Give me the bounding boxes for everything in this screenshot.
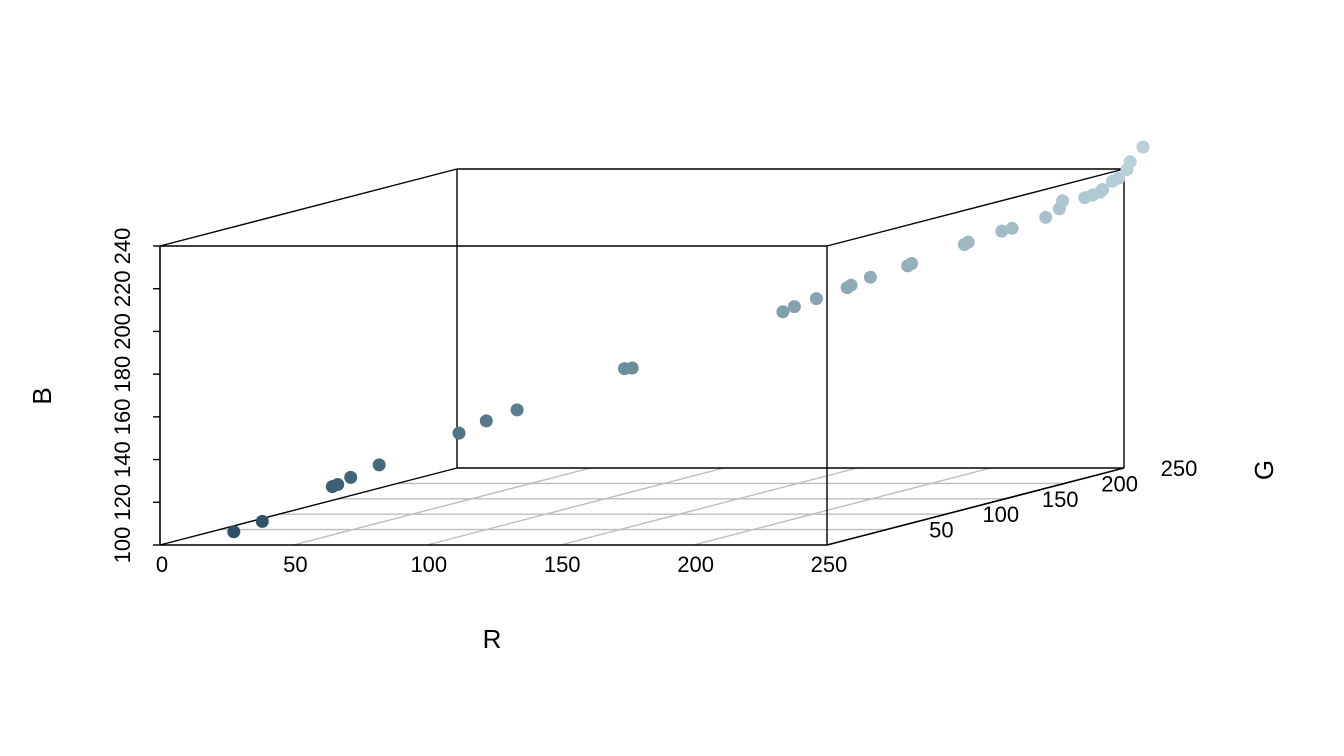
x-tick-label: 0 [156, 552, 168, 577]
z-tick-label: 200 [110, 313, 135, 350]
axes [153, 245, 1125, 546]
x-axis-title: R [483, 624, 502, 654]
y-tick-label: 100 [982, 502, 1019, 527]
grid-line-x [293, 467, 591, 546]
data-point [995, 224, 1009, 238]
data-points [227, 140, 1150, 539]
data-point [1039, 210, 1053, 224]
data-point [1112, 171, 1126, 185]
z-tick-label: 100 [110, 527, 135, 564]
data-point [905, 257, 919, 270]
data-point [479, 414, 493, 428]
box-edge [159, 168, 458, 247]
data-point [625, 361, 639, 375]
tick-labels: 0 50 100 150 200 250 50 100 150 200 250 100 120 140 16… [110, 228, 1198, 577]
data-point [372, 458, 386, 472]
grid-line-x [693, 467, 991, 546]
data-point [863, 270, 877, 284]
data-point [961, 235, 975, 249]
plot-box [159, 168, 1125, 546]
data-point [844, 278, 858, 292]
data-point [227, 525, 241, 539]
z-tick-label: 160 [110, 398, 135, 435]
grid-line-x [426, 467, 724, 546]
data-point [344, 470, 358, 484]
y-axis-title: G [1249, 460, 1279, 480]
x-tick-label: 200 [677, 552, 714, 577]
grid-line-x [560, 467, 858, 546]
data-point [255, 514, 269, 528]
x-tick-label: 250 [811, 552, 848, 577]
data-point [331, 478, 345, 491]
data-point [1005, 221, 1019, 235]
y-tick-label: 250 [1161, 456, 1198, 481]
x-tick-label: 150 [544, 552, 581, 577]
data-point [776, 305, 790, 319]
y-tick-label: 200 [1101, 471, 1138, 496]
data-point [1056, 194, 1070, 208]
y-axis-line [826, 467, 1125, 546]
z-tick-label: 140 [110, 441, 135, 478]
z-tick-label: 180 [110, 356, 135, 393]
data-point [809, 292, 823, 306]
x-tick-label: 100 [410, 552, 447, 577]
y-tick-label: 50 [929, 518, 953, 543]
data-point [787, 300, 801, 314]
data-point [510, 403, 524, 417]
box-edge [159, 467, 458, 546]
x-tick-label: 50 [283, 552, 307, 577]
floor-grid [219, 467, 1065, 546]
z-tick-label: 220 [110, 270, 135, 307]
box-edge [826, 168, 1125, 247]
data-point [1096, 183, 1110, 196]
data-point [1136, 140, 1150, 154]
z-tick-label: 120 [110, 484, 135, 521]
z-axis-title: B [27, 387, 57, 404]
data-point [1123, 155, 1137, 169]
data-point [452, 426, 466, 440]
z-tick-label: 240 [110, 228, 135, 265]
y-tick-label: 150 [1042, 487, 1079, 512]
